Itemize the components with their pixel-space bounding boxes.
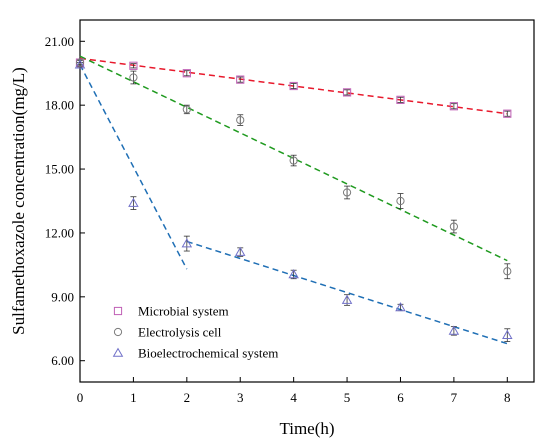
legend-label: Bioelectrochemical system <box>138 346 278 361</box>
legend: Microbial system Electrolysis cell Bioelec… <box>112 304 278 361</box>
x-axis-title: Time(h) <box>279 419 334 438</box>
data-point <box>182 105 191 114</box>
x-tick-label: 7 <box>451 390 458 405</box>
legend-marker <box>112 347 124 357</box>
data-point <box>129 73 138 82</box>
x-tick-label: 5 <box>344 390 351 405</box>
y-axis-title: Sulfamethoxazole concentration(mg/L) <box>9 67 28 335</box>
x-tick-label: 0 <box>77 390 84 405</box>
data-point <box>342 188 352 197</box>
data-point <box>181 238 193 248</box>
legend-label: Electrolysis cell <box>138 325 222 340</box>
x-tick-label: 1 <box>130 390 137 405</box>
data-point <box>396 95 405 104</box>
plot-area <box>79 19 535 383</box>
data-point <box>449 222 458 231</box>
x-axis-ticks: 0 1 2 3 4 5 6 7 8 <box>77 377 511 405</box>
data-point <box>236 115 245 125</box>
fit-line <box>186 240 508 345</box>
data-point <box>341 294 353 304</box>
data-point <box>128 197 139 207</box>
y-tick-label: 21.00 <box>45 34 74 49</box>
legend-marker <box>113 327 123 337</box>
y-tick-label: 12.00 <box>45 225 74 240</box>
data-point <box>75 58 85 67</box>
data-point <box>74 59 86 69</box>
legend-label: Microbial system <box>138 304 229 319</box>
data-point <box>289 156 298 165</box>
x-tick-label: 3 <box>237 390 244 405</box>
y-tick-label: 18.00 <box>45 98 74 113</box>
data-point <box>449 102 458 111</box>
data-point <box>288 269 299 279</box>
error-bars <box>77 58 511 342</box>
data-point <box>182 69 191 78</box>
data-point <box>396 196 405 206</box>
data-point <box>503 109 512 118</box>
data-point <box>448 325 460 335</box>
data-point <box>502 329 513 339</box>
data-points <box>74 58 513 339</box>
data-point <box>289 81 298 91</box>
data-point <box>234 246 246 256</box>
data-point <box>236 75 245 84</box>
data-point <box>129 61 138 70</box>
fit-line <box>79 64 188 270</box>
data-point <box>503 267 512 276</box>
data-point <box>342 88 352 97</box>
legend-marker <box>113 306 123 316</box>
y-axis-ticks: 6.00 9.00 12.00 15.00 18.00 21.00 <box>45 34 85 368</box>
x-tick-label: 6 <box>397 390 404 405</box>
data-point <box>395 302 406 312</box>
x-tick-label: 2 <box>184 390 191 405</box>
x-tick-label: 8 <box>504 390 511 405</box>
y-tick-label: 9.00 <box>51 289 74 304</box>
fit-line <box>79 55 508 262</box>
y-tick-label: 15.00 <box>45 162 74 177</box>
fit-lines <box>79 55 508 345</box>
x-tick-label: 4 <box>290 390 297 405</box>
y-tick-label: 6.00 <box>51 353 74 368</box>
